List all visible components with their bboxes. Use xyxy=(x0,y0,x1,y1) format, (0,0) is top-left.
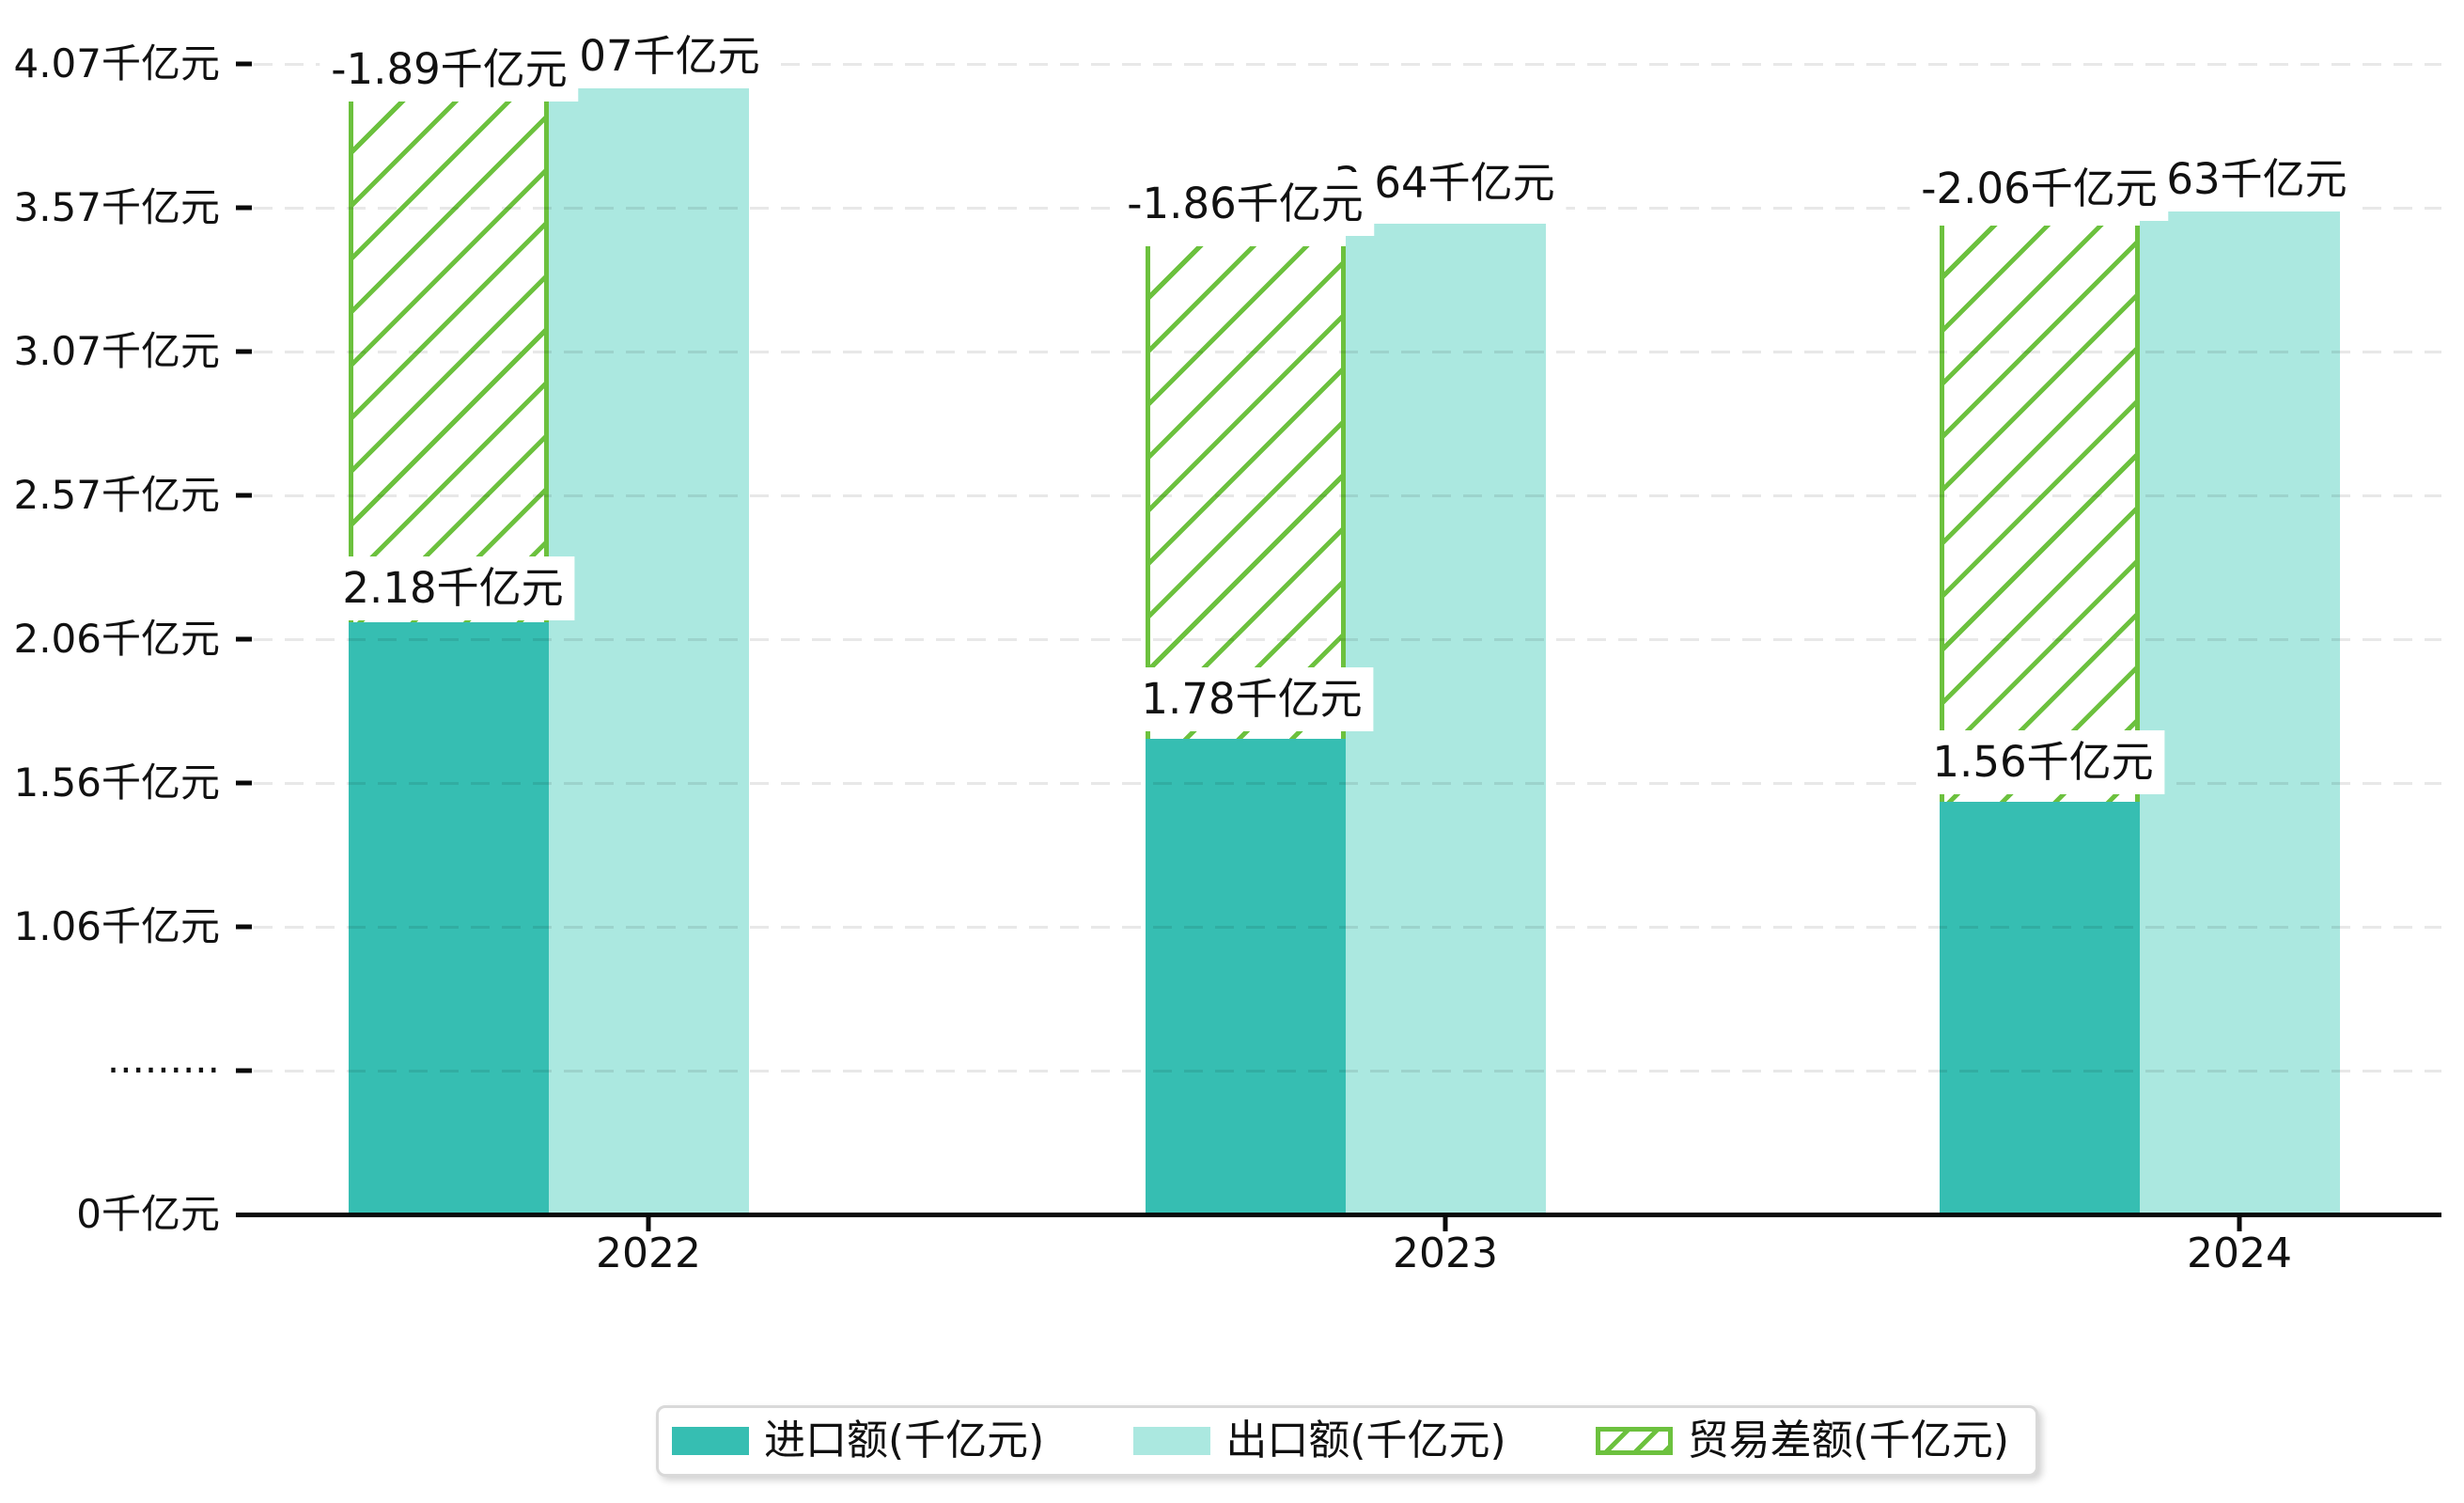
gridline-0 xyxy=(254,63,2441,66)
bar-export-2024 xyxy=(2140,211,2340,1214)
y-axis-tick-mark xyxy=(236,493,252,498)
gridline-5 xyxy=(254,782,2441,785)
value-label-import-2023: 1.78千亿元 xyxy=(1130,667,1374,731)
y-axis-tick-label: 2.57千亿元 xyxy=(13,472,220,518)
value-label-trade-balance-2022: -1.89千亿元 xyxy=(320,38,579,102)
y-axis-tick-mark xyxy=(236,636,252,642)
gridline-3 xyxy=(254,494,2441,497)
bar-import-2024 xyxy=(1940,802,2140,1214)
value-label-trade-balance-2024: -2.06千亿元 xyxy=(1910,157,2169,221)
legend-label-trade-balance: 贸易差额(千亿元) xyxy=(1687,1417,2009,1464)
x-axis-tick-label-2022: 2022 xyxy=(596,1229,701,1277)
legend: 进口额(千亿元) 出口额(千亿元) 贸易差额(千亿元) xyxy=(656,1405,2038,1477)
legend-swatch-trade-balance-hatch-icon xyxy=(1595,1427,1673,1455)
legend-label-export: 出口额(千亿元) xyxy=(1225,1417,1506,1464)
value-label-trade-balance-2023: -1.86千亿元 xyxy=(1115,172,1375,236)
gridline-7 xyxy=(254,1070,2441,1072)
legend-swatch-import xyxy=(672,1427,749,1455)
legend-item-export: 出口额(千亿元) xyxy=(1133,1417,1506,1464)
bar-import-2023 xyxy=(1146,739,1346,1214)
bar-trade-balance-2024 xyxy=(1940,226,2140,802)
y-axis-tick-mark xyxy=(236,924,252,930)
y-axis-tick-label: 2.06千亿元 xyxy=(13,616,220,662)
value-label-import-2022: 2.18千亿元 xyxy=(331,556,575,620)
y-axis-tick-label: 0千亿元 xyxy=(76,1191,220,1237)
bar-trade-balance-2022 xyxy=(349,101,549,622)
y-axis-tick-label: 4.07千亿元 xyxy=(13,40,220,86)
y-axis-tick-label: 3.07千亿元 xyxy=(13,328,220,374)
bar-export-2023 xyxy=(1346,224,1546,1214)
gridline-6 xyxy=(254,926,2441,929)
y-axis-tick-label: 1.06千亿元 xyxy=(13,903,220,949)
x-axis-tick-label-2023: 2023 xyxy=(1393,1229,1498,1277)
value-label-import-2024: 1.56千亿元 xyxy=(1921,730,2165,794)
y-axis-tick-label: 1.56千亿元 xyxy=(13,759,220,806)
legend-item-import: 进口额(千亿元) xyxy=(672,1420,1044,1462)
gridline-2 xyxy=(254,351,2441,353)
y-axis-tick-label: ········· xyxy=(106,1047,220,1093)
gridline-4 xyxy=(254,638,2441,641)
y-axis-tick-mark xyxy=(236,349,252,354)
y-axis-tick-mark xyxy=(236,205,252,211)
legend-label-import: 进口额(千亿元) xyxy=(764,1417,1045,1464)
y-axis-tick-label: 3.57千亿元 xyxy=(13,184,220,230)
x-axis-tick-mark xyxy=(646,1216,651,1231)
x-axis-tick-label-2024: 2024 xyxy=(2187,1229,2292,1277)
bar-trade-balance-2023 xyxy=(1146,246,1346,739)
y-axis-tick-mark xyxy=(236,780,252,786)
bar-export-2022 xyxy=(549,82,749,1214)
x-axis-line xyxy=(236,1213,2441,1217)
y-axis-tick-mark xyxy=(236,61,252,67)
bar-import-2022 xyxy=(349,622,549,1214)
x-axis-tick-mark xyxy=(2237,1216,2242,1231)
x-axis-tick-mark xyxy=(1443,1216,1448,1231)
legend-item-trade-balance: 贸易差额(千亿元) xyxy=(1595,1417,2009,1464)
y-axis-tick-mark xyxy=(236,1068,252,1073)
legend-swatch-export xyxy=(1133,1427,1211,1455)
